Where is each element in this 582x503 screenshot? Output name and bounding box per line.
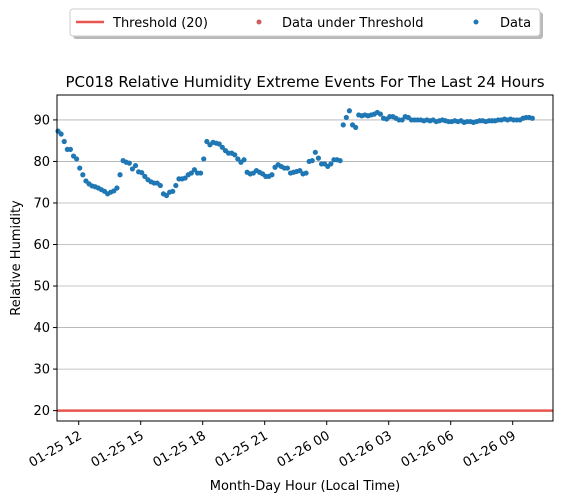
data-point — [399, 117, 405, 123]
data-point — [312, 149, 318, 155]
y-axis-label: Relative Humidity — [9, 200, 24, 316]
data-point — [182, 175, 188, 181]
data-point — [77, 165, 83, 171]
data-point — [232, 152, 238, 158]
data-point — [61, 138, 67, 145]
x-tick-label: 01-26 06 — [399, 428, 457, 470]
y-tick-label: 60 — [33, 238, 50, 253]
data-point — [58, 131, 64, 137]
chart-title: PC018 Relative Humidity Extreme Events F… — [65, 73, 544, 91]
y-tick-label: 90 — [33, 113, 50, 128]
legend: Threshold (20) Data under Threshold Data — [69, 8, 543, 39]
data-point — [346, 108, 353, 114]
data-point — [297, 167, 303, 174]
data-point — [269, 172, 275, 178]
data-point — [188, 170, 194, 176]
x-tick-label: 01-25 12 — [27, 428, 85, 470]
x-tick-label: 01-25 21 — [213, 428, 271, 470]
data-point — [67, 146, 74, 153]
data-points — [55, 108, 535, 199]
y-tick-label: 80 — [33, 155, 50, 170]
data-point — [353, 124, 359, 130]
data-point — [216, 141, 222, 147]
data-point — [198, 170, 204, 176]
y-tick-label: 70 — [33, 196, 50, 211]
y-tick-label: 50 — [33, 280, 50, 295]
data-point — [284, 165, 291, 171]
y-axis-ticks: 20 30 40 50 60 70 80 90 — [33, 113, 57, 419]
y-tick-label: 40 — [33, 321, 50, 336]
x-tick-label: 01-25 15 — [89, 428, 147, 470]
data-point — [309, 158, 315, 164]
x-tick-label: 01-25 18 — [151, 428, 209, 470]
data-point — [328, 161, 334, 167]
data-point — [170, 188, 176, 194]
data-point — [163, 192, 170, 199]
legend-under-label: Data under Threshold — [282, 16, 423, 31]
x-axis-ticks: 01-25 12 01-25 15 01-25 18 01-25 21 01-26 00… — [27, 421, 519, 471]
data-point — [340, 122, 346, 128]
data-point — [74, 156, 80, 162]
x-axis-label: Month-Day Hour (Local Time) — [210, 479, 400, 494]
legend-under-swatch — [256, 19, 262, 25]
data-point — [204, 138, 210, 145]
x-tick-label: 01-26 00 — [275, 428, 333, 470]
data-point — [219, 144, 225, 150]
data-point — [139, 170, 145, 176]
data-point — [80, 172, 86, 178]
data-point — [117, 172, 123, 178]
x-tick-label: 01-26 09 — [461, 428, 519, 470]
data-point — [173, 182, 179, 189]
legend-frame — [69, 8, 541, 37]
data-point — [241, 157, 247, 163]
y-tick-label: 20 — [33, 404, 50, 419]
data-point — [343, 114, 349, 121]
x-tick-label: 01-26 03 — [337, 428, 395, 470]
data-point — [235, 156, 241, 162]
y-tick-label: 30 — [33, 363, 50, 378]
legend-threshold-label: Threshold (20) — [112, 16, 208, 31]
data-point — [201, 156, 207, 162]
data-point — [142, 173, 148, 179]
legend-data-label: Data — [500, 16, 531, 31]
data-point — [157, 182, 163, 189]
data-point — [315, 155, 322, 161]
plot-frame — [56, 94, 554, 422]
data-point — [337, 158, 343, 164]
data-point — [191, 167, 198, 173]
data-point — [377, 111, 384, 117]
data-point — [126, 160, 132, 166]
data-point — [132, 162, 139, 169]
data-point — [114, 185, 120, 191]
legend-data-swatch — [473, 19, 479, 25]
data-point — [129, 166, 136, 172]
data-point — [529, 115, 535, 121]
data-point — [303, 170, 309, 176]
